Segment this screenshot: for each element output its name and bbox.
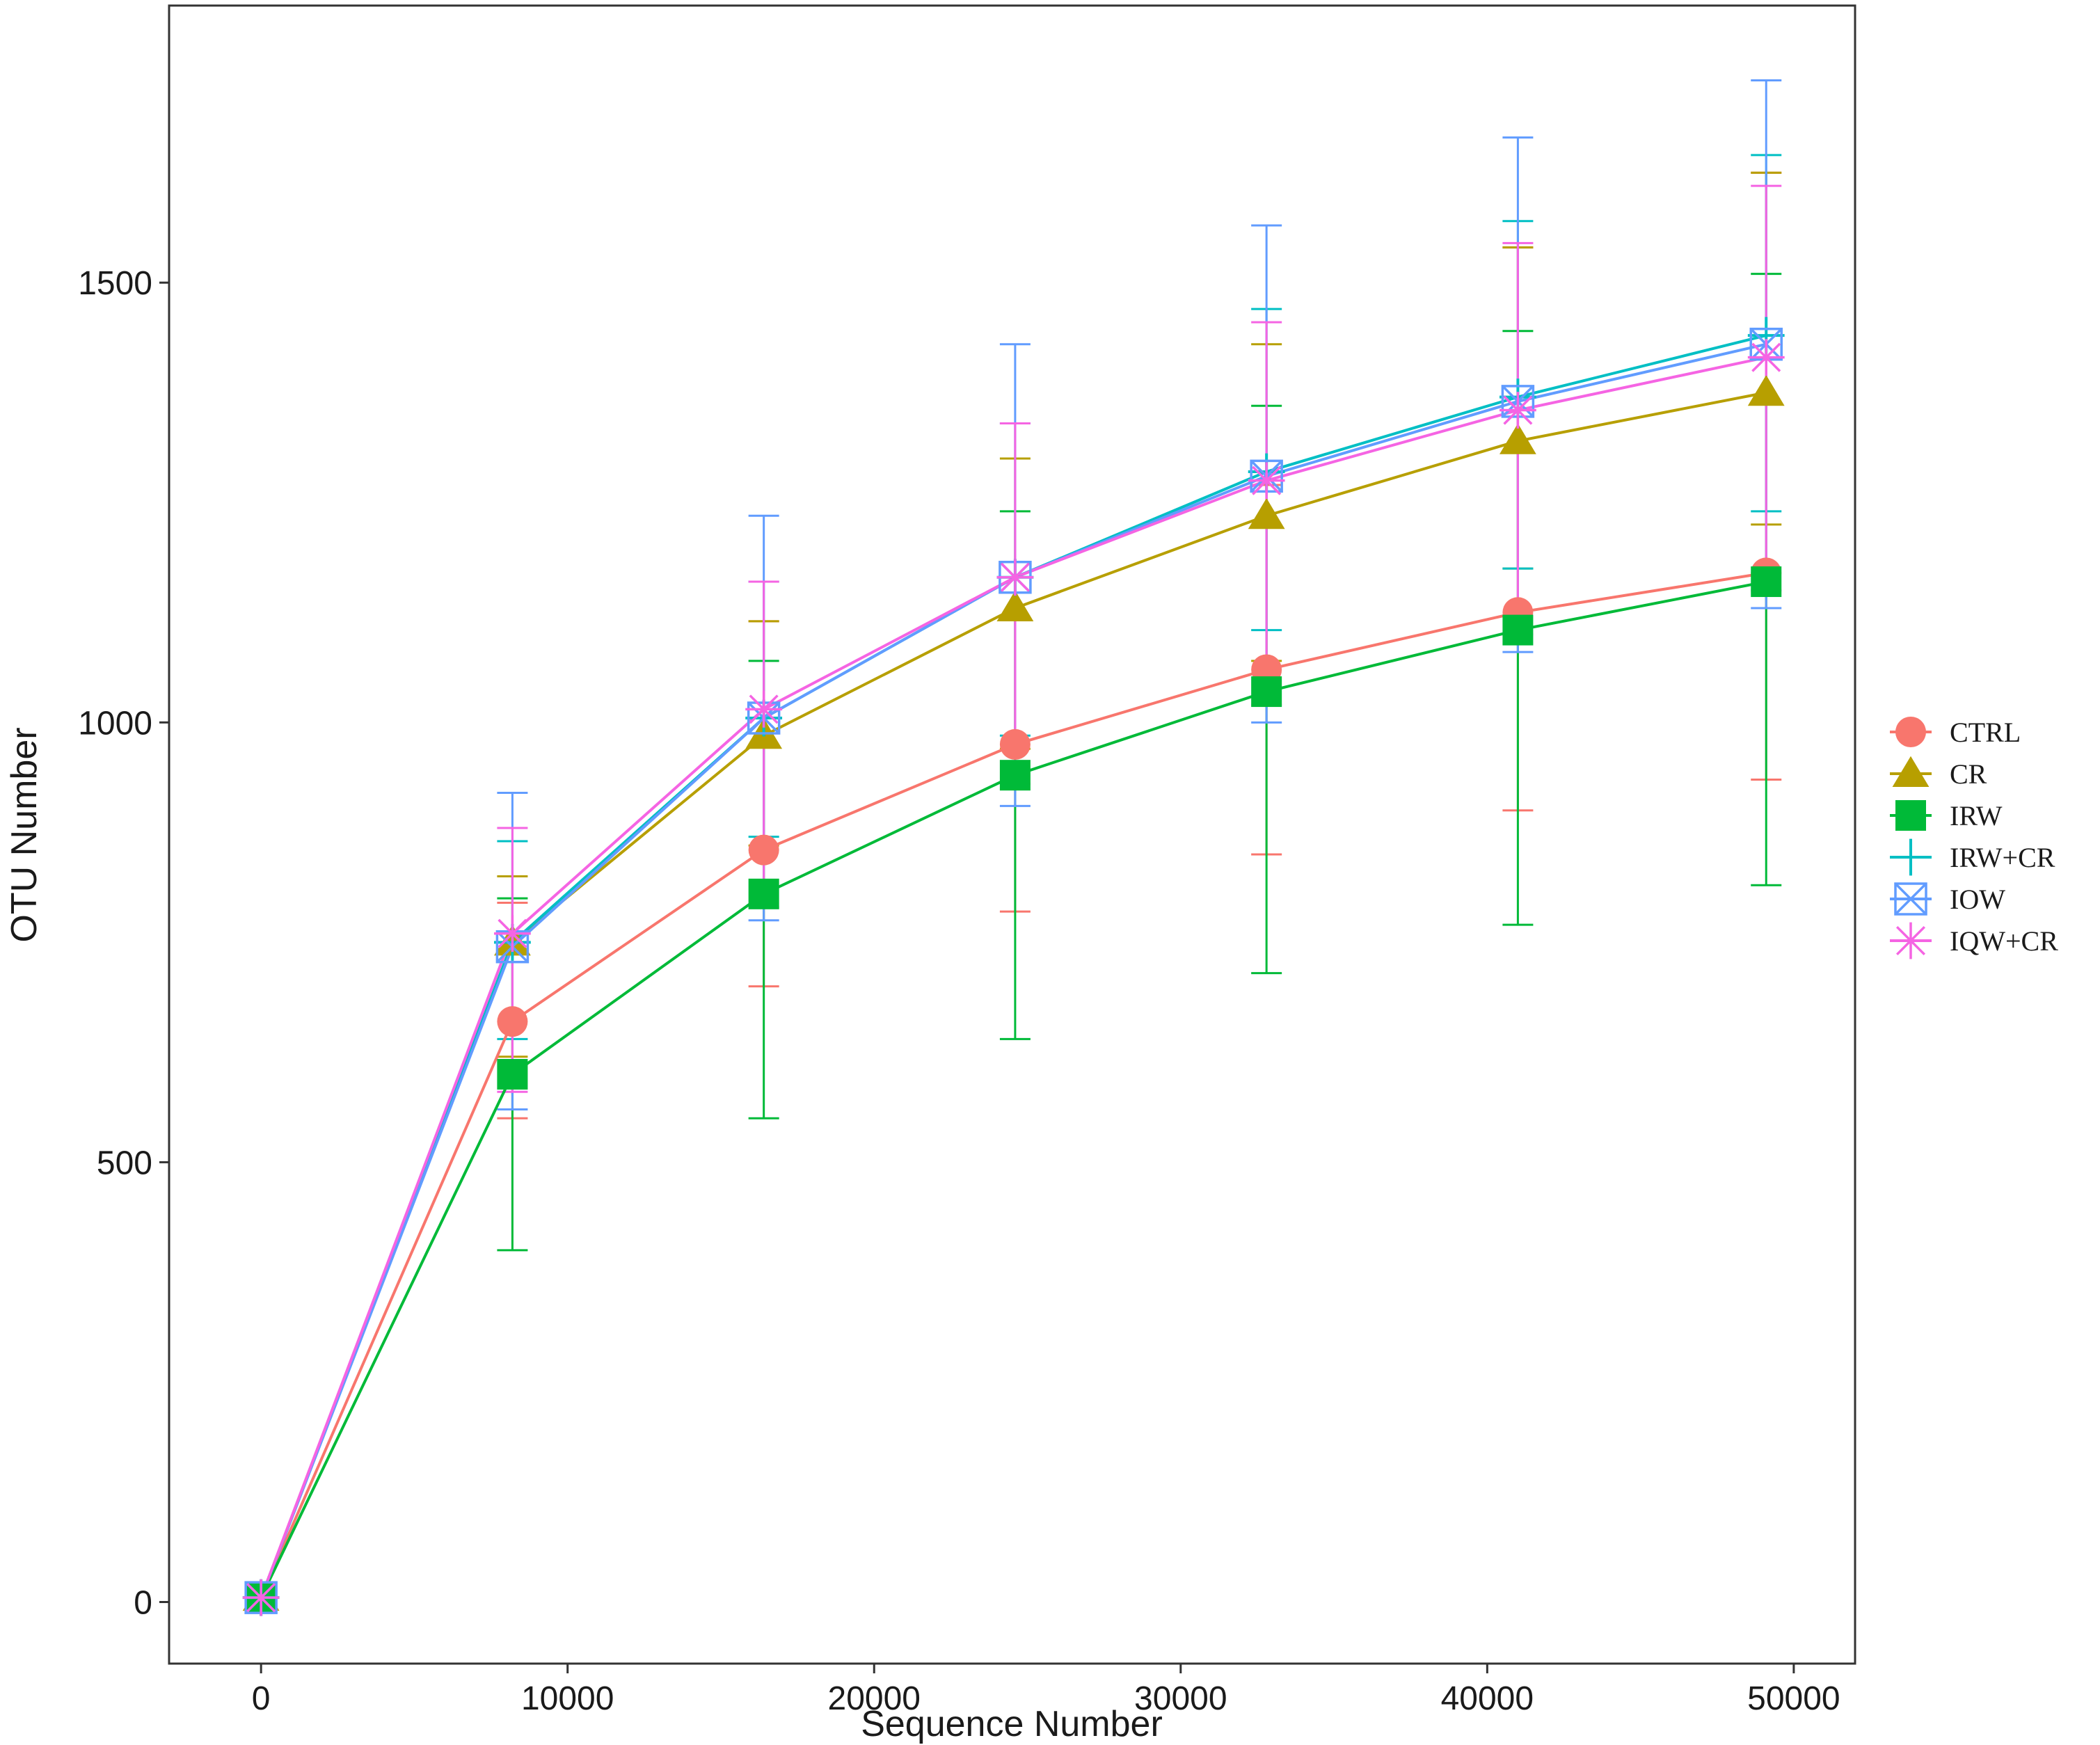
x-tick-label: 10000	[521, 1680, 614, 1717]
data-point-IRW-6	[1751, 566, 1782, 598]
legend: CTRL CR IRW IRW+CR IOW IQW+CR	[1890, 717, 2058, 959]
y-axis-title: OTU Number	[4, 727, 45, 942]
data-point-IRW-2	[748, 878, 779, 909]
x-tick-label: 0	[252, 1680, 271, 1717]
legend-label: CR	[1950, 758, 1987, 790]
series-line-CR	[260, 391, 1767, 1598]
data-point-IQW+CR-4	[1248, 462, 1285, 500]
legend-label: CTRL	[1950, 717, 2021, 748]
data-point-IRW-5	[1502, 614, 1534, 646]
legend-label: IQW+CR	[1950, 925, 2058, 957]
x-axis-title: Sequence Number	[861, 1704, 1163, 1744]
data-point-CR-5	[1500, 423, 1536, 454]
data-point-IRW-1	[497, 1058, 528, 1090]
data-point-IRW-4	[1251, 676, 1282, 708]
y-tick-label: 500	[97, 1145, 152, 1181]
data-point-IQW+CR-3	[996, 559, 1034, 596]
legend-item-IRW+CR: IRW+CR	[1890, 838, 2055, 876]
x-tick-label: 30000	[1134, 1680, 1227, 1717]
legend-key-marker	[1894, 882, 1927, 916]
error-bars	[497, 79, 1782, 1252]
y-tick-label: 1500	[78, 265, 152, 302]
legend-item-IOW: IOW	[1890, 882, 2005, 916]
legend-label: IRW+CR	[1950, 842, 2055, 873]
data-point-IRW-3	[999, 760, 1031, 791]
x-axis: 0 10000 20000 30000 40000 50000	[252, 1664, 1840, 1717]
series-line-IQW+CR	[260, 356, 1767, 1598]
legend-key-marker	[1892, 756, 1930, 787]
legend-item-CTRL: CTRL	[1890, 717, 2021, 748]
legend-key-marker	[1892, 838, 1930, 876]
legend-item-CR: CR	[1890, 756, 1987, 790]
series-markers	[242, 317, 1785, 1616]
data-point-CTRL-2	[748, 834, 779, 866]
x-tick-label: 50000	[1747, 1680, 1840, 1717]
x-tick-label: 40000	[1441, 1680, 1534, 1717]
data-point-CR-4	[1248, 497, 1285, 529]
data-point-IQW+CR-0	[242, 1579, 280, 1616]
data-point-CTRL-3	[999, 728, 1031, 760]
x-tick-label: 20000	[828, 1680, 921, 1717]
legend-key-marker	[1895, 717, 1926, 747]
y-axis: 0 500 1000 1500	[78, 265, 169, 1622]
y-tick-label: 0	[134, 1585, 152, 1622]
y-tick-label: 1000	[78, 705, 152, 742]
legend-key-marker	[1892, 922, 1930, 959]
series-line-CTRL	[260, 571, 1767, 1598]
series-line-IRW+CR	[260, 334, 1767, 1598]
data-point-IQW+CR-5	[1500, 392, 1536, 429]
data-point-IQW+CR-2	[745, 690, 783, 728]
series-line-IOW	[260, 342, 1767, 1598]
data-point-IQW+CR-1	[494, 915, 531, 953]
series-lines	[260, 334, 1767, 1599]
data-point-CR-3	[996, 590, 1034, 621]
plot-frame	[168, 4, 1856, 1665]
legend-item-IQW+CR: IQW+CR	[1890, 922, 2058, 959]
legend-item-IRW: IRW	[1890, 800, 2003, 831]
legend-key-marker	[1895, 800, 1926, 831]
data-point-CR-6	[1747, 374, 1785, 406]
data-point-IQW+CR-6	[1747, 339, 1785, 376]
legend-label: IRW	[1950, 800, 2003, 831]
data-point-CTRL-1	[497, 1006, 528, 1037]
legend-label: IOW	[1950, 884, 2005, 915]
